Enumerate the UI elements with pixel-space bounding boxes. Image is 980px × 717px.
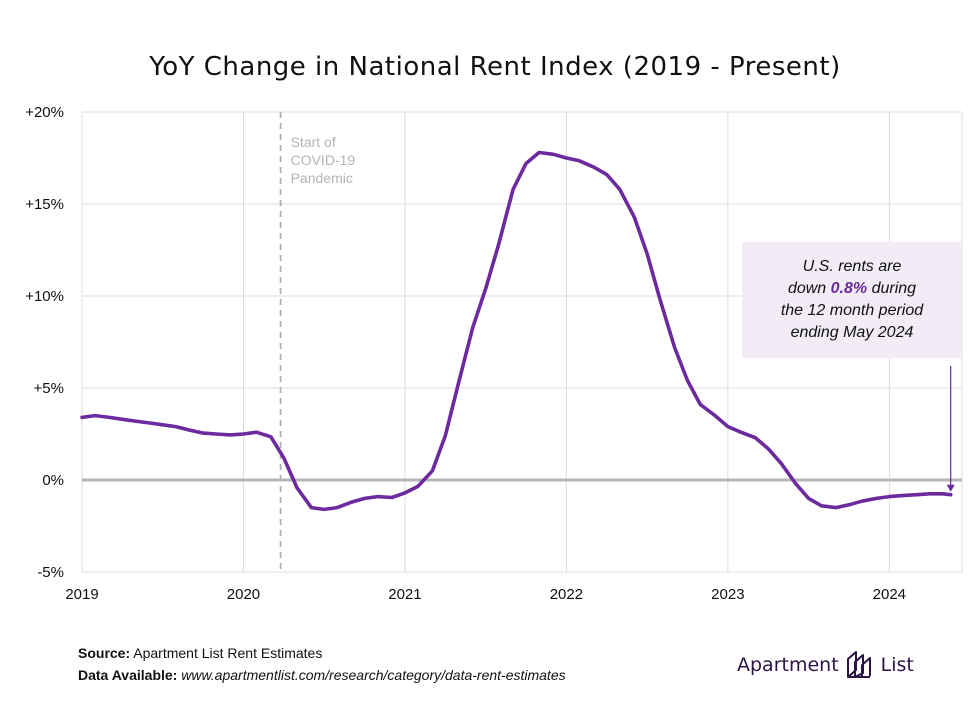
x-tick-label: 2023	[711, 586, 744, 603]
brand-logo: Apartment List	[737, 650, 914, 680]
covid-annotation-label: Start of	[291, 134, 336, 150]
source-line: Source: Apartment List Rent Estimates	[78, 642, 566, 664]
annotation-layer: Start of COVID-19 Pandemic	[291, 134, 955, 492]
brand-word-list: List	[880, 654, 914, 676]
brand-word-apartment: Apartment	[737, 654, 839, 676]
x-axis: 2019 2020 2021 2022 2023 2024	[65, 586, 906, 603]
series-line	[80, 150, 953, 512]
footer: Source: Apartment List Rent Estimates Da…	[78, 642, 566, 686]
callout-text: down	[787, 280, 831, 297]
y-tick-label: +10%	[25, 288, 64, 305]
x-tick-label: 2021	[388, 586, 421, 603]
reference-lines	[82, 112, 962, 572]
callout-line: U.S. rents are	[803, 256, 902, 278]
callout-line: ending May 2024	[791, 322, 914, 344]
apartment-list-logo-icon	[846, 651, 871, 678]
data-available-line: Data Available: www.apartmentlist.com/re…	[78, 664, 566, 686]
source-value: Apartment List Rent Estimates	[133, 645, 323, 661]
y-tick-label: -5%	[37, 564, 64, 581]
x-tick-label: 2022	[550, 586, 583, 603]
source-label: Source:	[78, 645, 131, 661]
callout-text: U.S. rents are	[802, 258, 902, 275]
chart-title: YoY Change in National Rent Index (2019 …	[149, 52, 841, 82]
callout-text: the 12 month period	[780, 302, 924, 319]
callout-box: U.S. rents are down 0.8% during the 12 mon…	[742, 242, 962, 358]
data-available-link[interactable]: www.apartmentlist.com/research/category/…	[181, 667, 566, 683]
data-available-label: Data Available:	[78, 667, 178, 683]
y-tick-label: +20%	[25, 104, 64, 121]
callout-line: down 0.8% during	[788, 278, 916, 300]
y-tick-label: 0%	[42, 472, 64, 489]
covid-annotation-label: COVID-19	[291, 152, 356, 168]
y-tick-label: +15%	[25, 196, 64, 213]
y-tick-label: +5%	[34, 380, 64, 397]
x-tick-label: 2020	[227, 586, 260, 603]
callout-arrow-head	[946, 484, 955, 492]
callout-highlight: 0.8%	[830, 280, 868, 297]
x-tick-label: 2019	[65, 586, 98, 603]
callout-text: during	[867, 280, 917, 297]
x-tick-label: 2024	[873, 586, 906, 603]
covid-annotation-label: Pandemic	[291, 170, 353, 186]
series-layer	[80, 150, 953, 512]
callout-line: the 12 month period	[781, 300, 923, 322]
y-axis: -5% 0% +5% +10% +15% +20%	[25, 104, 64, 581]
line-chart: -5% 0% +5% +10% +15% +20% 2019 2020 2021 2022 202…	[25, 104, 963, 603]
callout-text: ending May 2024	[790, 324, 914, 341]
